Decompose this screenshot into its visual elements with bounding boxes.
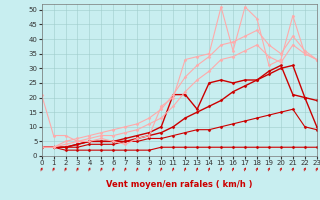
X-axis label: Vent moyen/en rafales ( km/h ): Vent moyen/en rafales ( km/h ) — [106, 180, 252, 189]
